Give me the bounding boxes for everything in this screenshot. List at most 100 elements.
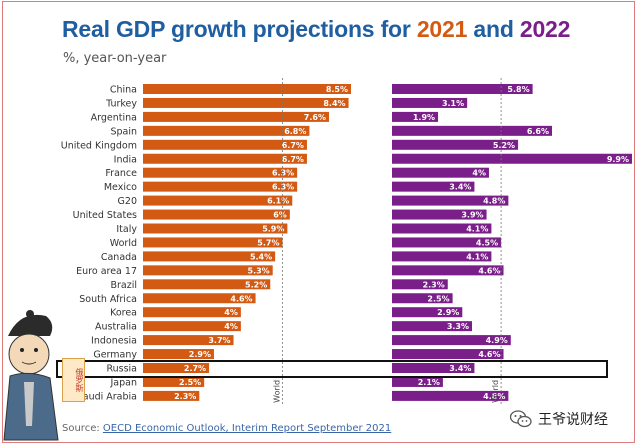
data-label-2022-saudi-arabia: 4.8%	[483, 392, 505, 401]
bar-2021-turkey	[143, 97, 349, 108]
wechat-icon	[510, 410, 532, 428]
data-label-2022-australia: 3.3%	[447, 322, 469, 331]
bar-2022-argentina	[392, 111, 439, 122]
title-year-2021: 2021	[416, 16, 468, 42]
bar-2021-france	[143, 167, 298, 178]
bar-2022-france	[392, 167, 489, 178]
category-label-italy: Italy	[116, 224, 137, 235]
category-label-russia: Russia	[106, 364, 137, 375]
sticker-label: 俄罗斯	[62, 358, 85, 402]
category-label-indonesia: Indonesia	[91, 336, 137, 347]
world-reference-label-2022: World	[491, 380, 500, 403]
bar-2021-indonesia	[143, 335, 234, 346]
bar-2021-canada	[143, 251, 276, 262]
bar-2021-saudi-arabia	[143, 390, 200, 401]
data-label-2022-united-states: 3.9%	[461, 211, 483, 220]
data-label-2021-canada: 5.4%	[250, 252, 272, 261]
data-label-2021-g20: 6.1%	[267, 197, 289, 206]
bar-2021-g20	[143, 195, 293, 206]
screenshot-frame	[2, 1, 635, 443]
bar-2021-argentina	[143, 111, 329, 122]
data-label-2021-japan: 2.5%	[179, 378, 201, 387]
bar-2022-united-states	[392, 209, 487, 220]
source-link[interactable]: OECD Economic Outlook, Interim Report Se…	[102, 423, 392, 434]
data-label-2022-korea: 2.9%	[437, 308, 459, 317]
bar-2022-world	[392, 237, 502, 248]
world-reference-label-2021: World	[272, 380, 281, 403]
category-label-china: China	[110, 85, 137, 96]
category-label-south-africa: South Africa	[79, 294, 137, 305]
category-label-saudi-arabia: Saudi Arabia	[77, 391, 137, 402]
data-label-2021-spain: 6.8%	[284, 127, 306, 136]
data-label-2021-argentina: 7.6%	[304, 113, 326, 122]
bar-2022-turkey	[392, 97, 468, 108]
category-label-turkey: Turkey	[105, 98, 137, 109]
bar-2021-india	[143, 153, 307, 164]
bar-2021-mexico	[143, 181, 298, 192]
data-label-2022-russia: 3.4%	[449, 364, 471, 373]
bar-2022-g20	[392, 195, 509, 206]
bar-2021-germany	[143, 349, 214, 360]
bar-2021-spain	[143, 125, 310, 136]
bar-2022-india	[392, 153, 632, 164]
bar-2021-world	[143, 237, 283, 248]
data-label-2022-france: 4%	[472, 169, 486, 178]
category-label-canada: Canada	[101, 252, 137, 263]
category-label-united-states: United States	[73, 210, 137, 221]
data-label-2021-russia: 2.7%	[184, 364, 206, 373]
data-label-2021-mexico: 6.3%	[272, 183, 294, 192]
bar-2022-japan	[392, 376, 443, 387]
data-label-2022-china: 5.8%	[507, 85, 529, 94]
data-label-2021-euro-area-17: 5.3%	[248, 266, 270, 275]
category-label-mexico: Mexico	[104, 182, 137, 193]
bar-2021-united-kingdom	[143, 139, 307, 150]
bar-2022-korea	[392, 307, 463, 318]
data-label-2021-france: 6.3%	[272, 169, 294, 178]
bar-2022-saudi-arabia	[392, 390, 509, 401]
title-prefix: Real GDP growth projections for	[62, 16, 417, 42]
cartoon-character-image	[3, 310, 59, 441]
bar-2021-italy	[143, 223, 288, 234]
source-note: Source: OECD Economic Outlook, Interim R…	[62, 423, 391, 434]
category-label-brazil: Brazil	[110, 280, 137, 291]
data-label-2022-germany: 4.6%	[478, 350, 500, 359]
title-year-2022: 2022	[519, 16, 571, 42]
data-label-2021-turkey: 8.4%	[323, 99, 345, 108]
data-label-2021-italy: 5.9%	[262, 225, 284, 234]
category-label-euro-area-17: Euro area 17	[76, 266, 137, 277]
bar-2022-mexico	[392, 181, 475, 192]
data-label-2022-world: 4.5%	[476, 238, 498, 247]
data-label-2021-china: 8.5%	[326, 85, 348, 94]
data-label-2022-italy: 4.1%	[466, 225, 488, 234]
data-label-2021-australia: 4%	[224, 322, 238, 331]
data-label-2022-brazil: 2.3%	[423, 280, 445, 289]
title-middle: and	[467, 16, 520, 42]
data-label-2022-argentina: 1.9%	[413, 113, 435, 122]
bar-2022-canada	[392, 251, 492, 262]
highlight-box-russia	[56, 360, 608, 378]
bar-2022-italy	[392, 223, 492, 234]
category-label-france: France	[105, 168, 137, 179]
watermark: 王爷说财经	[510, 409, 608, 429]
category-label-world: World	[110, 238, 137, 249]
bar-2022-germany	[392, 349, 504, 360]
data-label-2021-brazil: 5.2%	[245, 280, 267, 289]
bar-2021-russia	[143, 363, 210, 373]
data-label-2021-germany: 2.9%	[189, 350, 211, 359]
category-label-united-kingdom: United Kingdom	[61, 140, 137, 151]
bar-2022-indonesia	[392, 335, 511, 346]
data-label-2022-south-africa: 2.5%	[427, 294, 449, 303]
bar-2021-euro-area-17	[143, 265, 273, 276]
bar-2022-euro-area-17	[392, 265, 504, 276]
bar-2021-china	[143, 84, 351, 94]
bar-2021-australia	[143, 321, 241, 332]
bar-2021-brazil	[143, 279, 271, 290]
data-label-2021-korea: 4%	[224, 308, 238, 317]
data-label-2021-saudi-arabia: 2.3%	[174, 392, 196, 401]
category-label-g20: G20	[118, 196, 137, 207]
watermark-text: 王爷说财经	[538, 412, 608, 428]
data-label-2022-g20: 4.8%	[483, 197, 505, 206]
bar-2022-south-africa	[392, 293, 453, 304]
bar-2021-united-states	[143, 209, 290, 220]
category-label-india: India	[114, 154, 137, 165]
